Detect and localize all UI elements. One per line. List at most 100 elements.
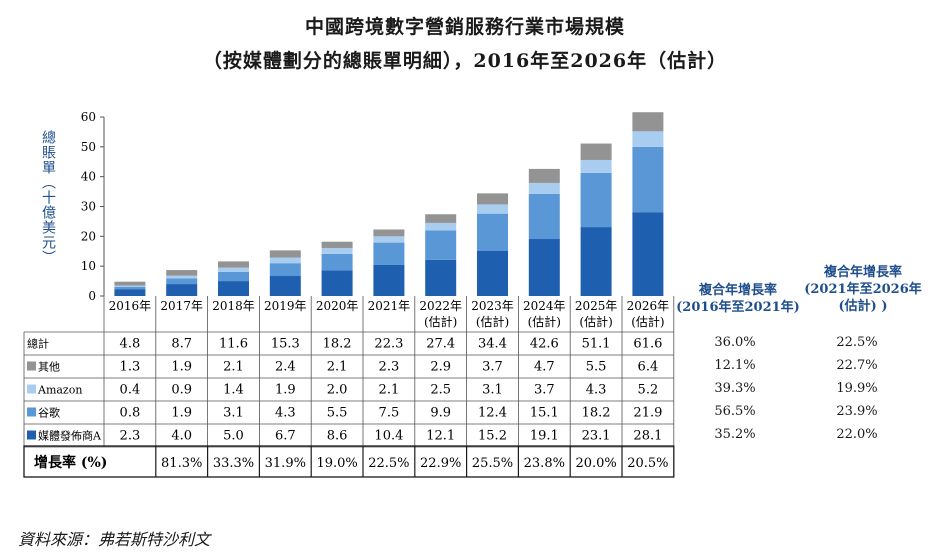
- bar-segment-other: [528, 168, 560, 183]
- bar-segment-amazon: [528, 182, 560, 194]
- cagr-header-2016-2021: 複合年增長率 (2016年至2021年): [672, 282, 804, 316]
- cagr-2021-2026-value: 19.9%: [836, 381, 878, 396]
- y-tick-label: 50: [81, 140, 96, 154]
- bar-segment-amazon: [425, 222, 457, 231]
- x-tick-label: (估計): [579, 314, 612, 329]
- growth-row-box: [23, 445, 675, 478]
- bar-segment-publisher-a: [269, 276, 301, 296]
- table-cell-value: 5.5: [586, 360, 607, 375]
- table-cell-value: 7.5: [379, 406, 400, 421]
- table-cell-value: 2.3: [379, 360, 400, 375]
- bar-segment-publisher-a: [632, 212, 664, 296]
- bar-segment-google: [632, 146, 664, 213]
- table-cell-value: 9.9: [430, 406, 451, 421]
- table-cell-value: 19.1: [530, 429, 559, 444]
- bar-segment-google: [166, 278, 198, 285]
- table-cell-value: 23.1: [582, 429, 611, 444]
- table-row-label: 谷歌: [38, 406, 60, 420]
- y-tick-label: 0: [88, 289, 96, 303]
- table-cell-value: 4.8: [120, 337, 141, 352]
- bar-segment-amazon: [269, 257, 301, 264]
- bar-segment-google: [269, 263, 301, 277]
- table-cell-value: 3.7: [482, 360, 503, 375]
- y-tick-label: 60: [81, 110, 96, 124]
- x-tick-label: (估計): [528, 314, 561, 329]
- x-tick-label: 2024年: [523, 299, 566, 313]
- table-cell-value: 0.4: [120, 383, 141, 398]
- bar-segment-other: [580, 143, 612, 160]
- bar-segment-other: [114, 281, 146, 286]
- growth-rate-value: 22.5%: [368, 456, 409, 471]
- bar-segment-other: [218, 261, 249, 268]
- table-row-label: 媒體發佈商A: [38, 429, 102, 443]
- x-tick-label: 2026年: [627, 299, 670, 313]
- y-tick-label: 20: [81, 229, 96, 243]
- bar-segment-other: [269, 250, 301, 258]
- x-tick-label: (估計): [631, 314, 664, 329]
- cagr-2021-2026-value: 22.0%: [836, 427, 878, 442]
- bar-segment-google: [321, 253, 353, 271]
- y-tick-label: 40: [81, 170, 96, 184]
- table-cell-value: 34.4: [478, 337, 507, 352]
- growth-rate-value: 20.5%: [627, 456, 668, 471]
- y-axis-label: 總賬單（十億美元）: [40, 130, 56, 265]
- table-cell-value: 3.7: [534, 383, 555, 398]
- cagr-header-2021-2026: 複合年增長率 (2021年至2026年 (估計) ): [798, 264, 928, 315]
- x-tick-label: 2021年: [368, 299, 411, 313]
- cagr-header-2-line3: (估計) ): [838, 299, 888, 314]
- cagr-header-1-line1: 複合年增長率: [698, 283, 777, 298]
- bar-segment-amazon: [114, 285, 146, 287]
- bar-segment-google: [528, 193, 560, 240]
- growth-rate-value: 25.5%: [472, 456, 513, 471]
- bar-segment-other: [373, 229, 405, 237]
- table-cell-value: 42.6: [530, 337, 559, 352]
- table-cell-value: 28.1: [633, 429, 662, 444]
- table-cell-value: 6.4: [638, 360, 659, 375]
- x-tick-label: 2023年: [471, 299, 514, 313]
- bar-segment-publisher-a: [218, 281, 249, 296]
- table-cell-value: 18.2: [323, 337, 352, 352]
- x-tick-label: 2016年: [109, 299, 152, 313]
- x-tick-label: 2017年: [160, 299, 203, 313]
- y-tick-label: 30: [81, 200, 96, 214]
- cagr-2021-2026-value: 22.5%: [836, 335, 878, 350]
- table-cell-value: 4.7: [534, 360, 555, 375]
- chart-title: 中國跨境數字營銷服務行業市場規模: [304, 16, 625, 38]
- table-cell-value: 10.4: [374, 429, 403, 444]
- cagr-header-1-line2: (2016年至2021年): [676, 300, 800, 315]
- table-cell-value: 3.1: [482, 383, 503, 398]
- table-cell-value: 12.4: [478, 406, 507, 421]
- bar-segment-amazon: [218, 267, 249, 272]
- table-cell-value: 15.2: [478, 429, 507, 444]
- cagr-header-2-line1: 複合年增長率: [823, 265, 902, 280]
- bar-segment-publisher-a: [321, 270, 353, 296]
- table-cell-value: 11.6: [219, 337, 248, 352]
- table-row-label: 其他: [38, 361, 60, 374]
- table-row-label: 總計: [27, 337, 49, 351]
- table-cell-value: 2.1: [223, 360, 244, 375]
- growth-rate-value: 22.9%: [420, 456, 461, 471]
- bar-segment-other: [632, 112, 664, 132]
- bar-segment-amazon: [166, 275, 198, 279]
- table-cell-value: 21.9: [633, 406, 662, 421]
- legend-swatch: [27, 384, 36, 394]
- cagr-2016-2021-value: 36.0%: [714, 335, 756, 350]
- bar-segment-other: [425, 214, 457, 223]
- table-cell-value: 4.3: [275, 406, 296, 421]
- table-cell-value: 2.0: [327, 383, 348, 398]
- bar-segment-google: [373, 242, 405, 265]
- table-cell-value: 5.5: [327, 406, 348, 421]
- table-cell-value: 2.4: [275, 360, 296, 375]
- growth-rate-value: 23.8%: [524, 456, 565, 471]
- table-cell-value: 2.5: [430, 383, 451, 398]
- cagr-2016-2021-value: 12.1%: [714, 358, 756, 373]
- chart-subtitle: （按媒體劃分的總賬單明細），2016年至2026年（估計）: [202, 50, 728, 72]
- table-cell-value: 2.3: [120, 429, 141, 444]
- cagr-header-2-line2: (2021年至2026年: [804, 282, 922, 297]
- cagr-2016-2021-value: 35.2%: [714, 427, 756, 442]
- table-cell-value: 4.3: [586, 383, 607, 398]
- x-tick-label: 2020年: [316, 299, 359, 313]
- table-cell-value: 8.6: [327, 429, 348, 444]
- bar-segment-google: [580, 172, 612, 228]
- legend-swatch: [27, 361, 36, 371]
